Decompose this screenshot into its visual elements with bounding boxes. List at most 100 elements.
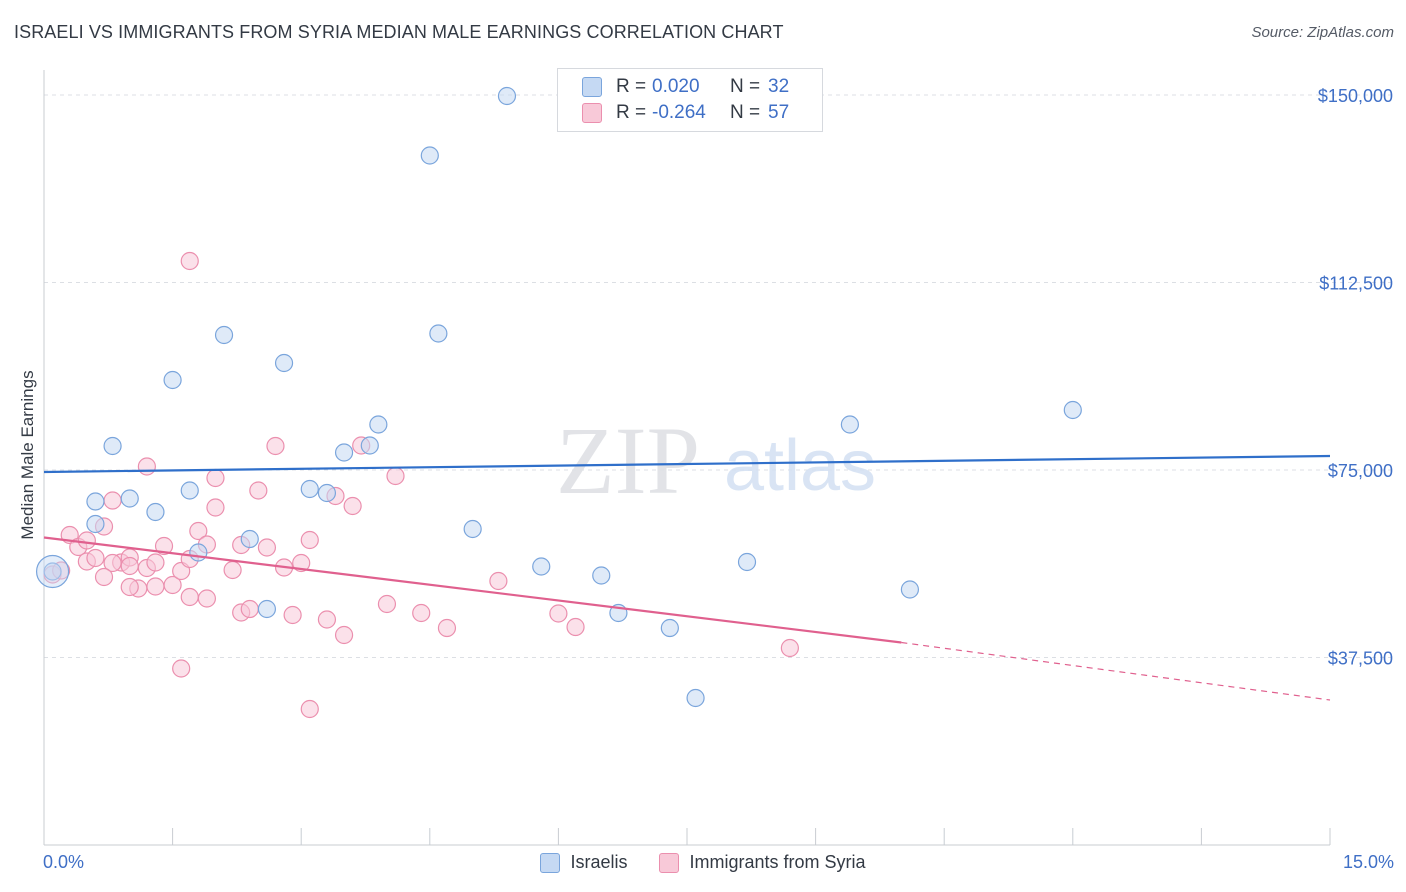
point-israelis — [900, 580, 920, 599]
y-tick-label: $37,500 — [1328, 649, 1393, 669]
point-israelis — [103, 436, 122, 456]
trend-line-israelis — [43, 454, 1331, 474]
point-syria — [137, 457, 156, 476]
legend-swatch-syria — [659, 852, 680, 873]
n-value: 32 — [768, 76, 790, 97]
point-israelis — [429, 324, 448, 343]
trend-line-syria — [43, 536, 902, 644]
r-value: 0.020 — [652, 76, 700, 97]
trend-line-syria-extension — [901, 641, 1331, 701]
point-syria — [317, 610, 337, 629]
point-israelis — [737, 552, 757, 572]
legend-item-syria[interactable]: Immigrants from Syria — [659, 852, 866, 873]
point-syria — [223, 560, 242, 580]
point-israelis — [163, 370, 182, 390]
point-syria — [377, 594, 397, 614]
n-label: N = — [730, 102, 761, 123]
point-syria — [120, 556, 139, 576]
point-israelis — [86, 514, 105, 534]
y-tick-labels: $37,500 $75,000 $112,500 $150,000 — [1318, 86, 1393, 669]
point-syria — [334, 625, 354, 645]
legend-item-israelis[interactable]: Israelis — [540, 852, 627, 873]
point-syria — [103, 491, 122, 510]
watermark-zip: ZIP — [556, 407, 700, 514]
chart-title: ISRAELI VS IMMIGRANTS FROM SYRIA MEDIAN … — [14, 22, 784, 42]
legend-label-syria: Immigrants from Syria — [689, 852, 866, 872]
stats-row-syria: R = -0.264 N = 57 — [558, 100, 789, 126]
point-syria — [283, 605, 302, 625]
point-syria — [94, 567, 114, 587]
legend-swatch-israelis — [540, 852, 561, 873]
point-israelis — [532, 557, 551, 576]
point-syria — [257, 538, 277, 557]
r-label: R = — [616, 102, 647, 123]
x-tick-min: 0.0% — [43, 852, 85, 872]
point-israelis — [592, 566, 611, 585]
point-syria — [437, 618, 457, 638]
point-syria — [292, 553, 311, 573]
axes — [43, 70, 1331, 846]
point-syria — [249, 481, 268, 500]
point-israelis — [360, 436, 379, 455]
point-syria — [266, 436, 285, 456]
point-syria — [300, 699, 319, 719]
point-israelis — [240, 529, 259, 549]
point-syria — [780, 638, 799, 658]
trend-lines — [43, 454, 1331, 701]
point-israelis — [317, 483, 337, 503]
point-israelis — [189, 543, 208, 562]
point-israelis — [43, 562, 62, 581]
point-israelis — [180, 481, 199, 500]
point-syria — [240, 599, 259, 619]
point-israelis — [660, 618, 679, 638]
point-syria — [103, 553, 122, 573]
stats-legend: R = 0.020 N = 32 R = -0.264 N = 57 — [557, 68, 823, 132]
point-syria — [172, 659, 191, 678]
point-israelis — [463, 519, 482, 539]
legend-label-israelis: Israelis — [570, 852, 628, 872]
point-syria — [197, 589, 216, 608]
point-syria — [146, 577, 165, 596]
y-tick-label: $75,000 — [1328, 461, 1393, 481]
point-israelis — [146, 502, 165, 522]
y-tick-label: $112,500 — [1319, 274, 1393, 294]
n-label: N = — [730, 76, 761, 97]
point-syria — [386, 466, 405, 486]
y-tick-label: $150,000 — [1318, 86, 1393, 106]
point-israelis — [497, 86, 517, 106]
point-israelis — [686, 688, 705, 708]
point-syria — [146, 553, 165, 572]
r-value: -0.264 — [652, 102, 706, 123]
point-israelis-cluster — [35, 554, 70, 589]
point-syria — [163, 575, 182, 595]
grid-lines — [44, 94, 1392, 658]
source-label: Source: ZipAtlas.com — [1251, 24, 1394, 41]
point-israelis — [334, 443, 354, 462]
series-israelis-points — [35, 86, 1082, 708]
series-legend: Israelis Immigrants from Syria — [0, 852, 1406, 873]
point-syria — [300, 530, 319, 550]
point-syria — [343, 496, 362, 516]
swatch-syria — [582, 103, 602, 123]
point-israelis — [420, 146, 439, 165]
point-israelis — [120, 489, 139, 508]
point-syria — [86, 548, 105, 568]
point-israelis — [369, 415, 388, 434]
point-syria — [206, 498, 225, 517]
point-syria — [566, 617, 585, 637]
stats-row-israelis: R = 0.020 N = 32 — [558, 74, 789, 100]
point-syria — [189, 521, 208, 541]
r-label: R = — [616, 76, 647, 97]
point-israelis — [1063, 400, 1082, 420]
point-syria — [549, 604, 568, 623]
n-value: 57 — [768, 102, 790, 123]
point-syria — [180, 251, 199, 271]
point-israelis — [274, 353, 294, 373]
point-israelis — [300, 479, 319, 499]
point-syria — [77, 531, 96, 550]
point-syria — [154, 536, 174, 556]
x-tick-max: 15.0% — [1342, 852, 1394, 872]
point-syria — [412, 603, 431, 623]
point-israelis — [840, 415, 859, 434]
